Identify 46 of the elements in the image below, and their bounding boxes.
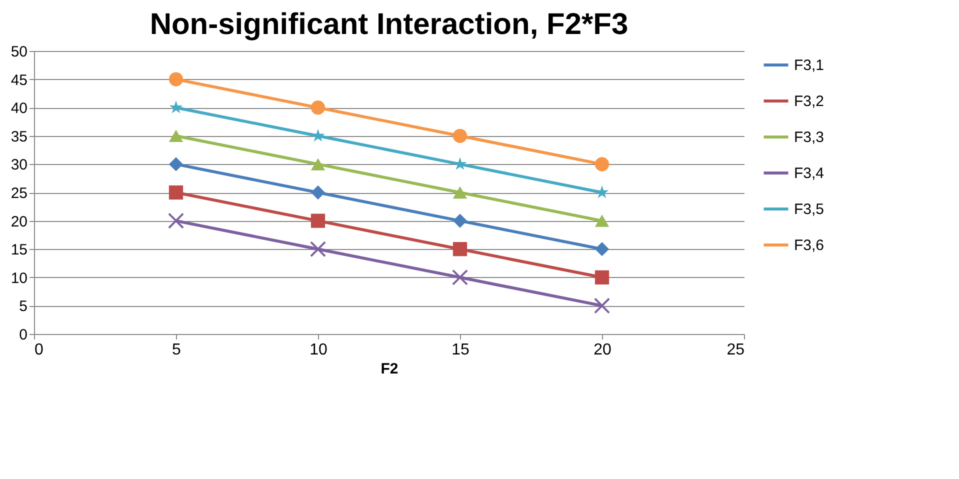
y-tick-label: 40 bbox=[10, 100, 28, 118]
legend-label: F3,5 bbox=[794, 201, 824, 218]
y-tick-label: 35 bbox=[10, 128, 28, 146]
y-tick-label: 45 bbox=[10, 72, 28, 89]
point bbox=[168, 72, 184, 86]
point bbox=[594, 298, 610, 314]
y-tick-label: 15 bbox=[10, 242, 28, 259]
point bbox=[594, 214, 610, 227]
point bbox=[594, 242, 610, 256]
point bbox=[168, 185, 184, 200]
legend-label: F3,6 bbox=[794, 237, 824, 254]
point bbox=[594, 270, 610, 284]
legend-label: F3,2 bbox=[794, 93, 824, 110]
point bbox=[168, 157, 184, 172]
x-tick-label: 20 bbox=[594, 342, 612, 358]
point bbox=[452, 242, 468, 256]
x-tick-label: 10 bbox=[310, 342, 328, 358]
point bbox=[169, 100, 183, 114]
point bbox=[310, 214, 326, 228]
point bbox=[452, 128, 468, 143]
chart-title: Non-significant Interaction, F2*F3 bbox=[150, 8, 628, 41]
y-tick-label: 5 bbox=[19, 298, 28, 316]
point bbox=[310, 100, 326, 115]
point bbox=[310, 185, 326, 200]
point bbox=[452, 186, 468, 199]
legend-label: F3,3 bbox=[794, 129, 824, 146]
point bbox=[310, 241, 326, 258]
x-tick-label: 15 bbox=[452, 342, 470, 358]
x-axis-title: F2 bbox=[380, 360, 398, 378]
y-tick-label: 10 bbox=[10, 270, 28, 287]
x-tick-label: 5 bbox=[172, 342, 182, 358]
legend-label: F3,1 bbox=[794, 57, 824, 74]
point bbox=[452, 269, 468, 286]
x-tick-label: 25 bbox=[726, 342, 745, 358]
legend-label: F3,4 bbox=[794, 165, 824, 182]
y-tick-label: 25 bbox=[10, 185, 28, 202]
x-tick-label: 0 bbox=[34, 342, 44, 358]
point bbox=[310, 158, 326, 170]
y-tick-label: 50 bbox=[10, 44, 28, 60]
y-tick-label: 20 bbox=[10, 213, 28, 230]
y-tick-label: 30 bbox=[10, 156, 28, 174]
point bbox=[168, 212, 184, 229]
y-tick-label: 0 bbox=[19, 326, 28, 344]
point bbox=[452, 214, 468, 228]
point bbox=[168, 130, 184, 142]
point bbox=[594, 157, 610, 172]
